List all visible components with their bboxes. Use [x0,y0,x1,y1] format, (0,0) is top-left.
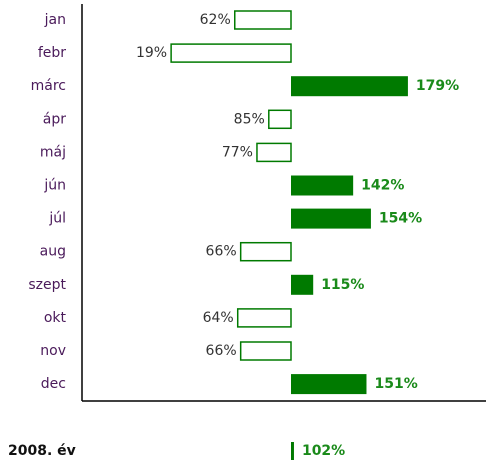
value-label: 85% [234,111,265,127]
value-label: 19% [136,45,167,61]
bar [291,208,371,229]
category-label: aug [40,244,66,260]
category-label: okt [44,310,67,326]
category-label: jan [44,12,66,28]
value-label: 66% [206,343,237,359]
bar [236,308,292,328]
bar [291,76,408,97]
value-label: 115% [321,277,364,293]
category-label: febr [38,45,66,61]
bar [291,175,354,196]
bar [239,241,292,262]
bar [291,274,314,295]
category-label: ápr [43,111,66,127]
value-label: 142% [361,178,404,194]
value-label: 151% [374,376,417,392]
bar [268,109,292,130]
value-label: 64% [203,310,234,326]
bar [234,10,292,30]
category-label: jún [43,178,66,194]
value-label: 77% [222,144,253,160]
total-label: 2008. év [8,443,76,459]
bar [239,341,292,361]
value-label: 66% [206,244,237,260]
bar [291,374,367,395]
category-label: máj [40,144,66,160]
bar [256,142,292,163]
category-label: nov [40,343,66,359]
bar [170,43,292,63]
total-value-label: 102% [302,443,345,459]
total-bar [291,442,294,460]
value-label: 62% [200,12,231,28]
value-label: 179% [416,78,459,94]
category-label: szept [28,277,66,293]
category-label: júl [48,211,66,227]
category-label: dec [41,376,66,392]
category-label: márc [31,78,66,94]
value-label: 154% [379,211,422,227]
